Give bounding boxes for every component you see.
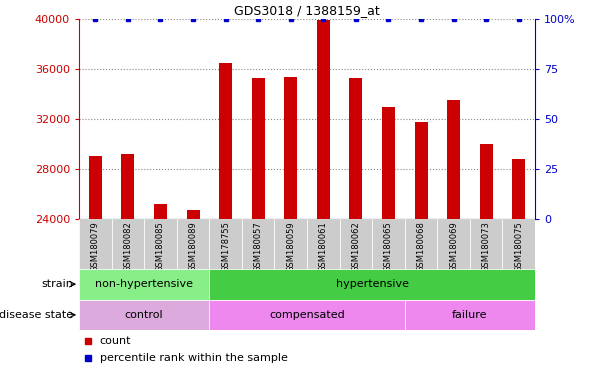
Bar (350, 78, 362, 219)
Bar (242, 219, 274, 269)
Bar (480, 144, 492, 219)
Bar (405, 300, 535, 330)
Text: GSM180089: GSM180089 (188, 222, 198, 272)
Text: GSM180059: GSM180059 (286, 222, 295, 272)
Bar (122, 154, 134, 219)
Bar (79, 300, 209, 330)
Bar (209, 219, 242, 269)
Text: strain: strain (41, 279, 73, 289)
Bar (219, 63, 232, 219)
Bar (437, 219, 470, 269)
Bar (209, 300, 405, 330)
Bar (502, 219, 535, 269)
Text: GSM180062: GSM180062 (351, 222, 361, 272)
Text: GSM180073: GSM180073 (482, 222, 491, 272)
Bar (144, 219, 177, 269)
Text: GSM180079: GSM180079 (91, 222, 100, 272)
Bar (154, 204, 167, 219)
Bar (112, 219, 144, 269)
Text: GSM180057: GSM180057 (254, 222, 263, 272)
Text: GSM180068: GSM180068 (416, 222, 426, 272)
Bar (209, 269, 535, 300)
Text: percentile rank within the sample: percentile rank within the sample (100, 353, 288, 363)
Text: count: count (100, 336, 131, 346)
Bar (415, 122, 427, 219)
Text: non-hypertensive: non-hypertensive (95, 279, 193, 289)
Bar (317, 20, 330, 219)
Text: control: control (125, 310, 164, 320)
Text: GSM180085: GSM180085 (156, 222, 165, 272)
Bar (187, 210, 199, 219)
Bar (405, 219, 437, 269)
Bar (447, 100, 460, 219)
Text: GSM180075: GSM180075 (514, 222, 523, 272)
Title: GDS3018 / 1388159_at: GDS3018 / 1388159_at (234, 3, 380, 17)
Bar (79, 219, 112, 269)
Bar (307, 219, 340, 269)
Text: failure: failure (452, 310, 488, 320)
Text: disease state: disease state (0, 310, 73, 320)
Bar (340, 219, 372, 269)
Text: GSM180061: GSM180061 (319, 222, 328, 272)
Text: compensated: compensated (269, 310, 345, 320)
Bar (252, 78, 264, 219)
Bar (89, 157, 102, 219)
Bar (470, 219, 502, 269)
Text: GSM180069: GSM180069 (449, 222, 458, 272)
Text: GSM180082: GSM180082 (123, 222, 133, 272)
Text: hypertensive: hypertensive (336, 279, 409, 289)
Bar (274, 219, 307, 269)
Bar (512, 159, 525, 219)
Bar (372, 219, 405, 269)
Text: GSM178755: GSM178755 (221, 222, 230, 272)
Bar (177, 219, 209, 269)
Bar (284, 77, 297, 219)
Bar (79, 269, 209, 300)
Text: GSM180065: GSM180065 (384, 222, 393, 272)
Bar (382, 107, 395, 219)
